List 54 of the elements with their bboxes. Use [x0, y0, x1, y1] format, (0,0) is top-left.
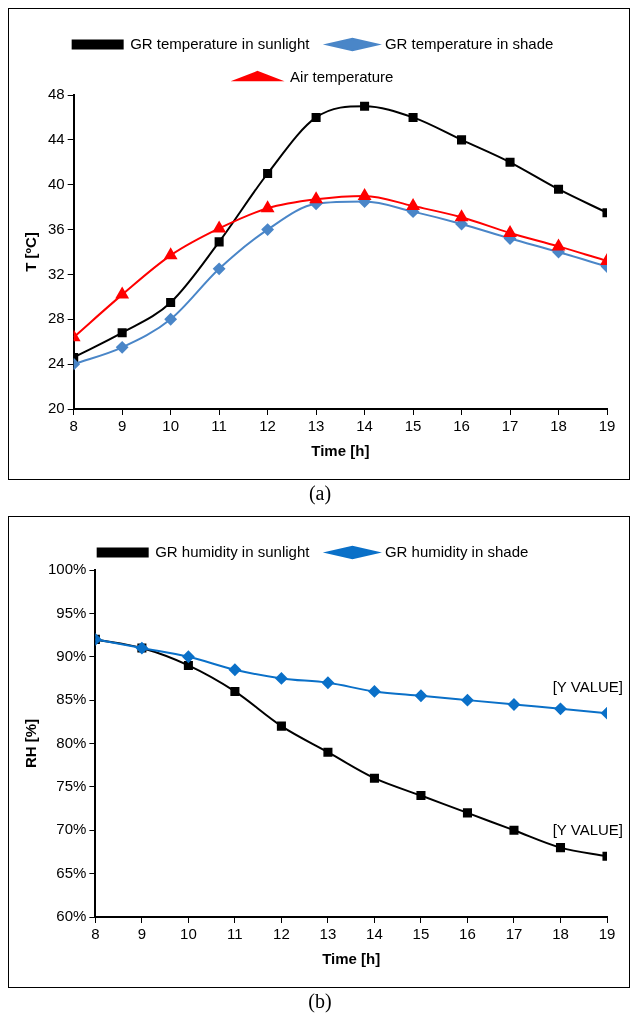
y-axis-title: T [ºC] [22, 232, 40, 272]
text: (b) [308, 990, 332, 1012]
x-tick-label: 18 [552, 925, 569, 943]
x-tick-label: 15 [404, 417, 422, 435]
x-axis-title: Time [h] [311, 442, 370, 460]
y-tick-label: 40 [48, 174, 65, 192]
x-tick-label: 18 [550, 417, 567, 435]
x-tick-label: 8 [91, 925, 100, 943]
x-tick-label: 10 [180, 925, 197, 943]
x-tick-label: 19 [598, 925, 616, 943]
x-tick-label: 8 [69, 417, 78, 435]
y-tick-label: 85% [56, 690, 87, 708]
x-tick-label: 17 [501, 417, 519, 435]
y-tick-label: 48 [48, 85, 65, 103]
x-tick-label: 11 [227, 925, 243, 943]
y-tick-label: 80% [56, 733, 87, 751]
x-tick-label: 17 [505, 925, 523, 943]
legend-label: Air temperature [290, 67, 394, 85]
legend-label: GR temperature in sunlight [130, 34, 311, 52]
annotation: [Y VALUE] [552, 820, 623, 838]
annotation: [Y VALUE] [552, 677, 623, 695]
y-tick-label: 60% [56, 907, 87, 925]
y-tick-label: 32 [48, 264, 65, 282]
y-tick-label: 36 [48, 219, 65, 237]
x-tick-label: 16 [453, 417, 470, 435]
x-tick-label: 13 [319, 925, 337, 943]
x-tick-label: 13 [307, 417, 325, 435]
x-tick-label: 15 [412, 925, 430, 943]
legend-label: GR humidity in sunlight [155, 542, 311, 560]
y-tick-label: 28 [48, 309, 65, 327]
x-tick-label: 11 [211, 417, 227, 435]
x-tick-label: 12 [259, 417, 276, 435]
y-tick-label: 24 [48, 354, 65, 372]
y-tick-label: 20 [48, 399, 65, 417]
x-tick-label: 14 [366, 925, 383, 943]
y-tick-label: 75% [56, 777, 87, 795]
text: (a) [308, 482, 332, 504]
y-tick-label: 70% [56, 820, 87, 838]
legend-label: GR temperature in shade [384, 34, 554, 52]
x-tick-label: 14 [356, 417, 373, 435]
x-axis-title: Time [h] [322, 950, 381, 968]
legend-label: GR humidity in shade [384, 542, 529, 560]
x-tick-label: 9 [118, 417, 127, 435]
x-tick-label: 19 [598, 417, 616, 435]
y-tick-label: 100% [47, 560, 87, 578]
y-tick-label: 44 [48, 130, 65, 147]
y-tick-label: 95% [56, 603, 87, 621]
x-tick-label: 12 [273, 925, 290, 943]
y-tick-label: 65% [56, 863, 87, 881]
y-axis-title: RH [%] [22, 718, 40, 769]
x-tick-label: 16 [459, 925, 476, 943]
y-tick-label: 90% [56, 646, 87, 664]
x-tick-label: 10 [162, 417, 179, 435]
x-tick-label: 9 [137, 925, 147, 943]
